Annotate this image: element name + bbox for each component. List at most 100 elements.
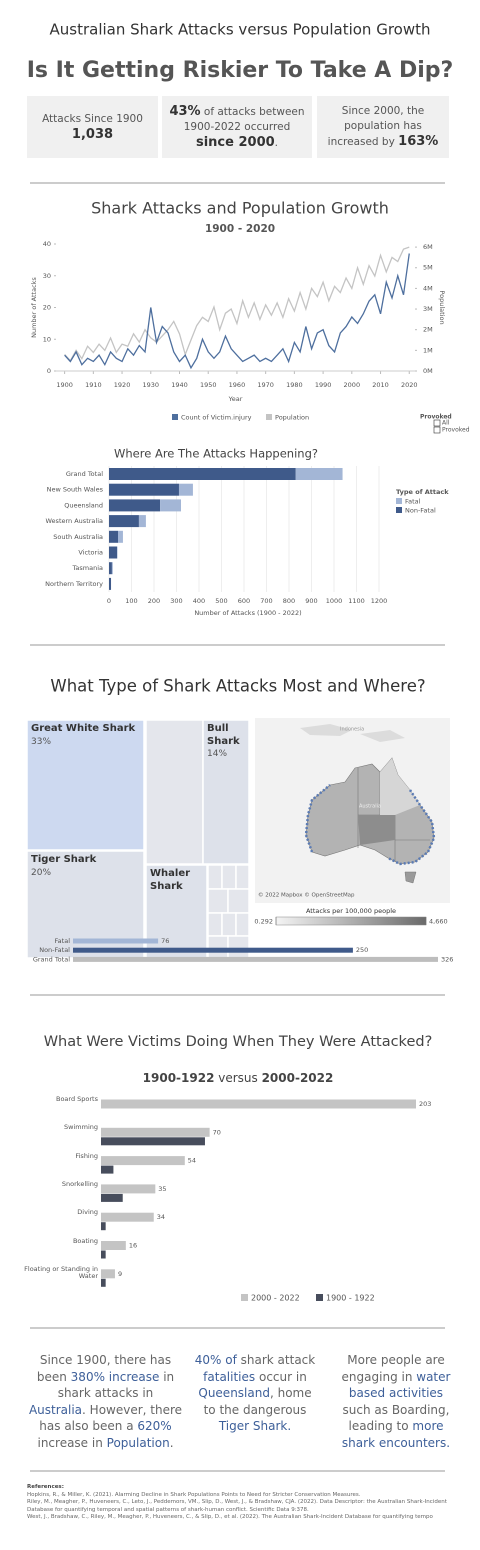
place-label: Indonesia xyxy=(340,727,364,733)
subtitle-part: versus xyxy=(214,1071,261,1085)
value-label: 76 xyxy=(161,937,169,945)
section-title: What Type of Shark Attacks Most and Wher… xyxy=(50,677,425,696)
kpi-card: 43% of attacks between 1900-2022 occurre… xyxy=(162,96,312,158)
category-label: Northern Territory xyxy=(45,580,103,588)
category-label-box: Board Sports xyxy=(55,1096,98,1103)
tile-value: 20% xyxy=(31,867,52,878)
x-tick-label: 1940 xyxy=(171,381,188,389)
text-run: . xyxy=(274,136,279,149)
text-run: such as Boarding, leading to xyxy=(342,1402,450,1434)
legend-label: Non-Fatal xyxy=(405,507,436,515)
bar-segment xyxy=(295,468,343,480)
x-tick-label: 900 xyxy=(305,597,317,605)
colorbar-title: Attacks per 100,000 people xyxy=(306,907,396,915)
value-label: 9 xyxy=(118,1270,122,1278)
checkbox[interactable] xyxy=(433,419,441,427)
bar xyxy=(101,1222,106,1231)
y2-tick-label: 0M xyxy=(423,367,433,375)
tile-label-box: Whaler Shark xyxy=(150,868,190,892)
y2-axis-label: Population xyxy=(438,290,446,324)
bar-segment xyxy=(109,483,179,496)
category-label-box: Floating or Standing in Water xyxy=(24,1265,98,1281)
x-tick-label: 1200 xyxy=(371,597,388,605)
text-run: Attacks Since 1900 xyxy=(42,113,143,125)
emphasis: 163% xyxy=(398,134,439,149)
tile-label: Great White Shark 33% xyxy=(27,720,144,751)
bar-segment xyxy=(109,499,161,512)
legend-label: 2000 - 2022 xyxy=(251,1294,300,1303)
y-tick-label: 30 xyxy=(43,272,51,280)
category-label-box: Boating xyxy=(73,1238,98,1245)
bar xyxy=(101,1269,115,1279)
value-label: 35 xyxy=(158,1185,166,1193)
x-tick-label: 1950 xyxy=(200,381,217,389)
bar xyxy=(101,1137,205,1146)
legend-label: Fatal xyxy=(405,498,421,506)
bar-segment xyxy=(109,515,139,528)
kpi-text: 43% of attacks between 1900-2022 occurre… xyxy=(168,104,306,151)
x-tick-label: 1920 xyxy=(114,381,131,389)
x-tick-label: 600 xyxy=(238,597,250,605)
category-label-box: Fishing xyxy=(75,1152,98,1160)
references-title: References: xyxy=(27,1484,64,1490)
legend-swatch xyxy=(266,414,272,420)
text-run: . However, there has also been a xyxy=(39,1402,183,1434)
emphasis: Queensland xyxy=(198,1386,270,1400)
tile-label: Bull Shark 14% xyxy=(203,720,249,764)
bar-segment xyxy=(138,515,146,528)
legend-title: Type of Attack xyxy=(396,488,449,496)
y-axis-label: Number of Attacks xyxy=(30,277,38,338)
y2-tick-label: 1M xyxy=(423,346,433,354)
category-label: Grand Total xyxy=(66,470,103,478)
kpi-card: Attacks Since 1900 1,038 xyxy=(27,96,158,158)
insight: More people are engaging in water based … xyxy=(338,1352,454,1451)
tile-label-box: Bull Shark 14% xyxy=(203,720,249,764)
emphasis: 620% xyxy=(137,1419,172,1433)
emphasis: 380% increase xyxy=(70,1369,160,1384)
emphasis: fatalities xyxy=(203,1369,256,1384)
checkbox[interactable] xyxy=(433,426,441,434)
category-label: Snorkelling xyxy=(61,1180,98,1188)
category-label: Board Sports xyxy=(55,1096,98,1103)
legend-swatch xyxy=(396,498,402,504)
chart-title: Shark Attacks and Population Growth xyxy=(91,199,389,218)
y2-tick-label: 4M xyxy=(423,284,433,292)
bar-segment xyxy=(160,499,181,512)
x-tick-label: 400 xyxy=(193,597,205,605)
x-tick-label: 0 xyxy=(107,597,111,605)
category-label: Grand Total xyxy=(33,955,70,963)
bar xyxy=(101,1099,416,1109)
emphasis: 40% of xyxy=(194,1353,237,1367)
category-label: New South Wales xyxy=(47,486,104,494)
emphasis: Population xyxy=(106,1435,170,1450)
x-tick-label: 1990 xyxy=(315,381,332,389)
filter-option: Provoked xyxy=(442,427,470,434)
bar-segment xyxy=(109,468,296,480)
bar xyxy=(101,1184,156,1194)
category-label: Victoria xyxy=(78,549,103,557)
emphasis: Australia xyxy=(28,1402,83,1417)
x-tick-label: 700 xyxy=(260,597,272,605)
tile-label: Tiger Shark 20% xyxy=(27,851,144,882)
legend-swatch xyxy=(396,507,402,513)
subtitle-part: 1900-1922 xyxy=(143,1071,215,1085)
x-tick-label: 200 xyxy=(148,597,160,605)
filter-option: All xyxy=(442,420,450,427)
legend-swatch xyxy=(172,414,178,420)
x-tick-label: 100 xyxy=(125,597,137,605)
x-tick-label: 800 xyxy=(283,597,295,605)
map-attribution: © 2022 Mapbox © OpenStreetMap xyxy=(258,892,355,899)
tile-label-box: Great White Shark 33% xyxy=(27,720,144,751)
category-label: Non-Fatal xyxy=(39,946,70,954)
category-label-box: Swimming xyxy=(64,1124,98,1131)
treemap-tile xyxy=(202,719,250,865)
bar-segment xyxy=(109,530,118,543)
page-title: Australian Shark Attacks versus Populati… xyxy=(50,21,431,39)
text-run: of attacks between 1900-2022 occurred xyxy=(183,105,305,133)
category-label: Floating or Standing in Water xyxy=(24,1265,98,1281)
text-run: in shark attacks in xyxy=(57,1369,175,1401)
emphasis: water based activities xyxy=(348,1369,451,1401)
category-label: Fishing xyxy=(75,1152,98,1160)
x-tick-label: 1970 xyxy=(257,381,274,389)
